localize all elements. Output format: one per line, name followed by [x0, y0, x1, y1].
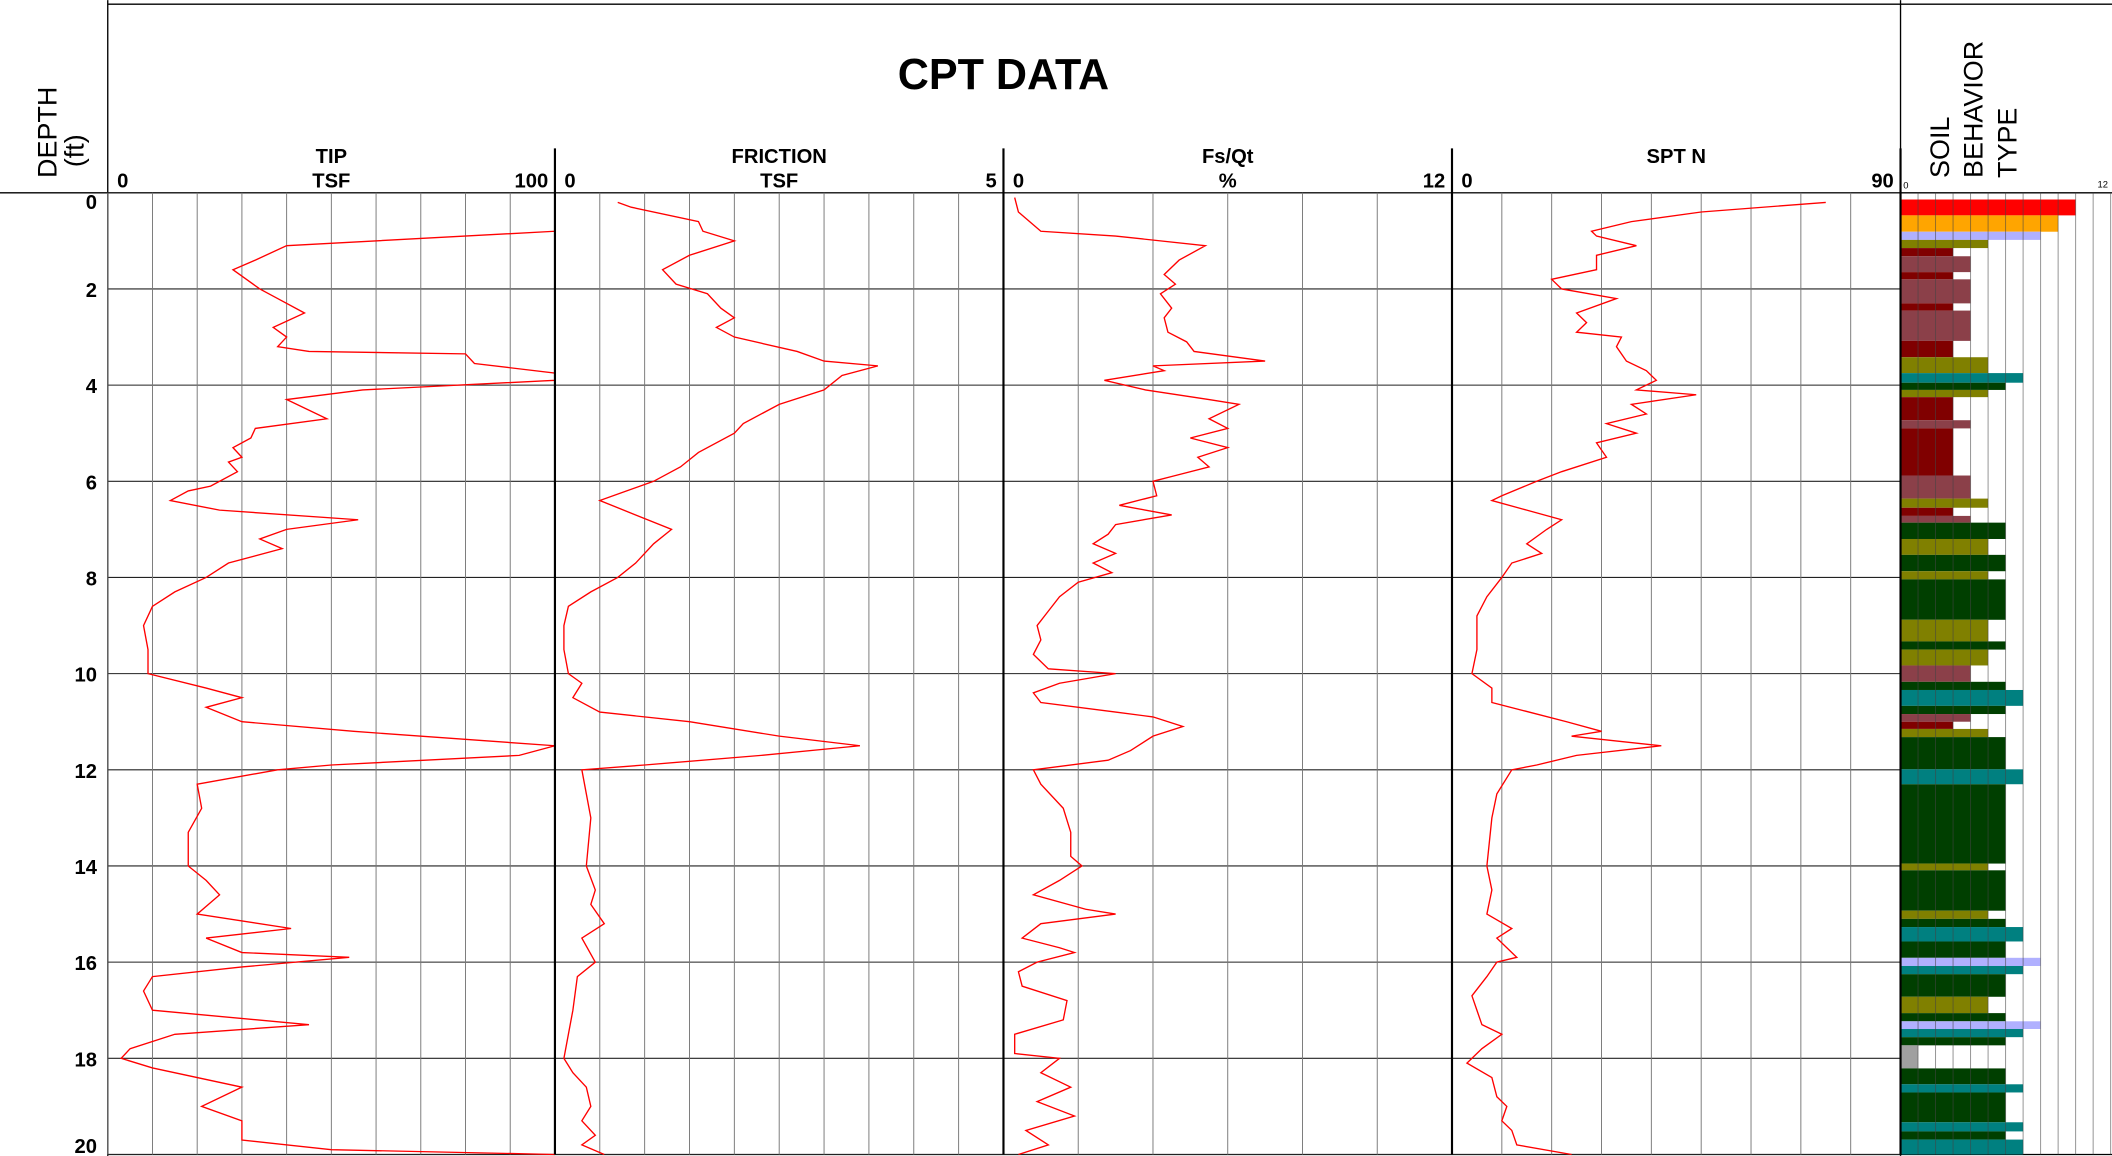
y-tick-label: 10 [75, 665, 97, 687]
sbt-bar [1900, 1084, 2024, 1093]
x-min-label: 0 [564, 170, 575, 192]
y-tick-label: 18 [75, 1049, 97, 1071]
sbt-bar [1900, 863, 1989, 871]
y-tick-label: 12 [75, 761, 97, 783]
sbt-bar [1900, 721, 1954, 729]
panel-unit: TSF [760, 170, 798, 192]
panel-unit: % [1219, 170, 1237, 192]
y-tick-label: 2 [86, 280, 97, 302]
panel-title: FRICTION [732, 146, 827, 168]
x-max-label: 12 [2097, 178, 2107, 189]
x-max-label: 90 [1871, 170, 1893, 192]
sbt-bar [1900, 248, 1954, 257]
sbt-bar [1900, 649, 1989, 666]
sbt-bar [1900, 498, 1989, 508]
sbt-bar [1900, 340, 1954, 358]
sbt-bar [1900, 689, 2024, 706]
sbt-bar [1900, 1028, 2024, 1038]
x-max-label: 12 [1423, 170, 1445, 192]
x-min-label: 0 [1461, 170, 1472, 192]
data-line [1465, 201, 1826, 1156]
sbt-bar [1900, 239, 1989, 249]
sbt-bar [1900, 910, 1989, 919]
sbt-bar [1900, 1139, 2024, 1155]
chart-title: CPT DATA [898, 51, 1109, 99]
panel-unit: TSF [312, 170, 350, 192]
panel-title: TYPE [1992, 108, 2022, 178]
sbt-bar [1900, 1122, 2024, 1132]
sbt-bar [1900, 927, 2024, 942]
sbt-bar [1900, 215, 2059, 232]
data-line [119, 230, 556, 1156]
sbt-bar [1900, 428, 1954, 476]
sbt-bar [1900, 303, 1954, 311]
sbt-bar [1900, 373, 2024, 383]
sbt-bar [1900, 397, 1954, 421]
sbt-bar [1900, 965, 2024, 975]
sbt-bar [1900, 507, 1954, 516]
panel-title: BEHAVIOR [1959, 41, 1989, 178]
sbt-bar [1900, 538, 1989, 555]
depth-label: DEPTH [33, 87, 63, 178]
sbt-bar [1900, 571, 1989, 580]
sbt-bar [1900, 996, 1989, 1014]
y-tick-label: 8 [86, 569, 97, 591]
data-line [1014, 197, 1266, 1156]
x-min-label: 0 [1903, 180, 1908, 191]
depth-unit: (ft) [60, 134, 90, 167]
sbt-bar [1900, 728, 1989, 738]
y-tick-label: 0 [86, 192, 97, 214]
panel-title: SOIL [1925, 117, 1955, 178]
x-max-label: 5 [986, 170, 997, 192]
data-line [563, 201, 879, 1156]
sbt-bar [1900, 272, 1954, 280]
sbt-bar [1900, 619, 1989, 642]
sbt-bar [1900, 357, 1989, 374]
panel-title: SPT N [1647, 146, 1706, 168]
x-min-label: 0 [117, 170, 128, 192]
y-tick-label: 20 [75, 1136, 97, 1156]
y-tick-label: 16 [75, 953, 97, 975]
y-tick-label: 6 [86, 472, 97, 494]
sbt-bar [1900, 1045, 1919, 1069]
panel-title: Fs/Qt [1202, 146, 1254, 168]
x-max-label: 100 [515, 170, 549, 192]
panel-title: TIP [316, 146, 347, 168]
sbt-bar [1900, 389, 1989, 398]
x-min-label: 0 [1013, 170, 1024, 192]
y-tick-label: 14 [75, 857, 98, 879]
sbt-bar [1900, 769, 2024, 785]
y-tick-label: 4 [86, 376, 98, 398]
